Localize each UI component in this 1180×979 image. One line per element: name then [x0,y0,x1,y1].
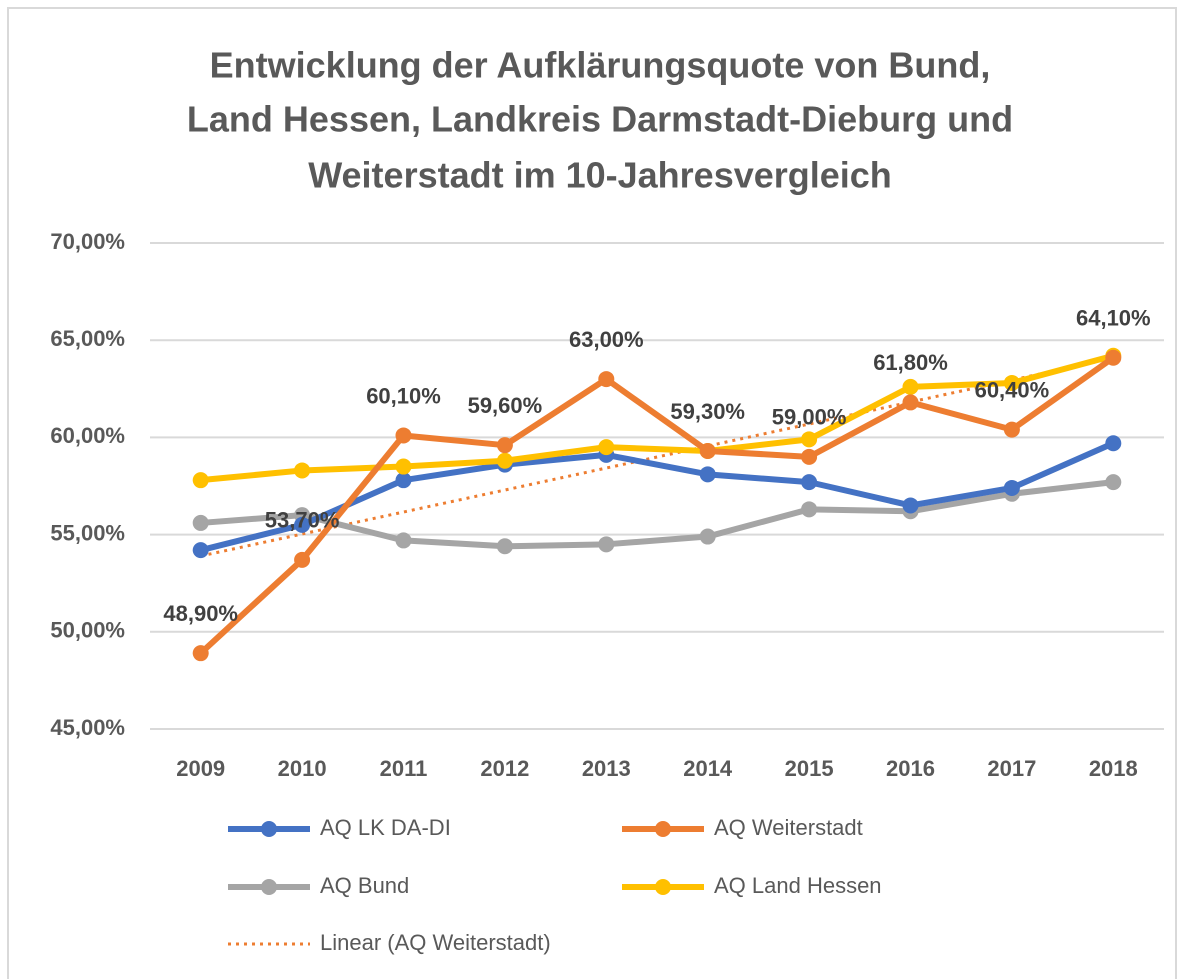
x-tick-label: 2016 [886,756,935,781]
data-label: 53,70% [265,508,340,533]
marker [598,536,615,553]
series-line [200,352,1115,484]
data-label: 60,10% [366,383,441,408]
marker [192,645,209,662]
trendline [200,356,1114,558]
x-tick-label: 2013 [582,756,631,781]
legend-label: Linear (AQ Weiterstadt) [320,930,551,955]
data-label: 48,90% [163,601,238,626]
data-label: 60,40% [975,377,1050,402]
series-line [199,440,1115,554]
marker [801,501,818,518]
x-tick-label: 2015 [785,756,834,781]
data-label: 59,30% [670,399,745,424]
legend-marker [261,821,277,837]
legend-label: AQ LK DA-DI [320,815,451,840]
x-tick-label: 2014 [683,756,733,781]
marker [496,538,513,555]
y-tick-label: 55,00% [50,520,125,545]
y-tick-label: 65,00% [50,326,125,351]
marker [801,448,818,465]
marker [294,516,311,533]
series-line [198,355,1116,656]
marker [395,532,412,549]
marker [1003,479,1020,496]
y-tick-label: 60,00% [50,423,125,448]
marker [598,439,615,456]
chart-title: Entwicklung der Aufklärungsquote von Bun… [210,45,991,86]
data-label: 63,00% [569,327,644,352]
marker [496,437,513,454]
x-tick-label: 2009 [176,756,225,781]
marker [699,466,716,483]
marker [1105,435,1122,452]
marker [699,528,716,545]
legend-label: AQ Weiterstadt [714,815,863,840]
data-label: 59,00% [772,405,847,430]
marker [192,542,209,559]
marker [699,443,716,460]
x-tick-label: 2017 [987,756,1036,781]
data-label: 64,10% [1076,306,1151,331]
marker [902,394,919,411]
series-line [200,479,1114,550]
marker [1105,474,1122,491]
marker [1003,374,1020,391]
marker [192,514,209,531]
chart-title: Land Hessen, Landkreis Darmstadt-Dieburg… [187,99,1013,140]
marker [294,551,311,568]
chart-title: Weiterstadt im 10-Jahresvergleich [308,155,892,196]
marker [192,472,209,489]
marker [1105,349,1122,366]
x-tick-label: 2012 [480,756,529,781]
y-tick-label: 50,00% [50,618,125,643]
marker [902,497,919,514]
legend-marker [261,879,277,895]
data-label: 59,60% [468,393,543,418]
marker [395,427,412,444]
y-tick-label: 45,00% [50,715,125,740]
marker [294,462,311,479]
marker [801,474,818,491]
legend-label: AQ Land Hessen [714,873,882,898]
chart-border [7,7,1177,979]
legend-marker [655,879,671,895]
marker [496,452,513,469]
legend-marker [655,821,671,837]
legend-label: AQ Bund [320,873,409,898]
marker [395,472,412,489]
x-tick-label: 2018 [1089,756,1138,781]
data-label: 61,80% [873,350,948,375]
x-tick-label: 2010 [278,756,327,781]
marker [1003,421,1020,438]
marker [395,458,412,475]
y-tick-label: 70,00% [50,229,125,254]
x-tick-label: 2011 [380,756,428,781]
marker [598,371,615,388]
marker [902,378,919,395]
marker [801,431,818,448]
